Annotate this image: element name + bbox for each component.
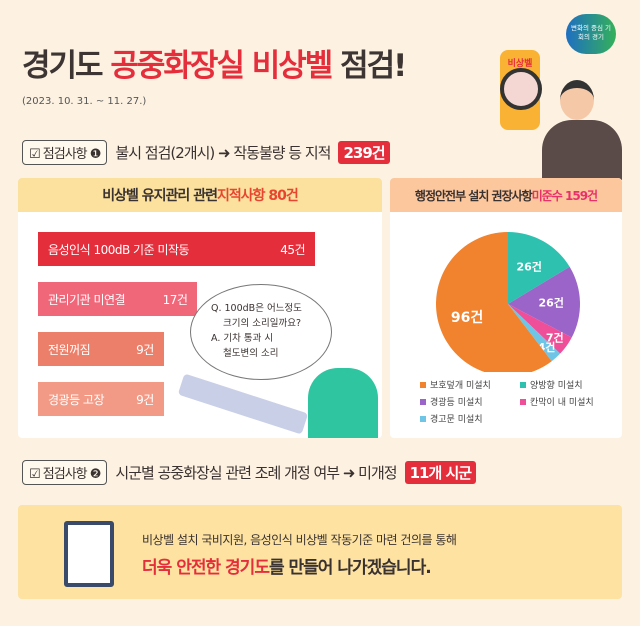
- date-range: (2023. 10. 31. ~ 11. 27.): [22, 96, 147, 107]
- pie-slice: [508, 266, 580, 338]
- section1-row: ☑ 점검사항 ❶ 불시 점검(2개시) ➜ 작동불량 등 지적 239건: [22, 140, 390, 165]
- pie-label: 26건: [538, 296, 563, 310]
- bubble-question-line1: Q. 100dB은 어느정도: [211, 303, 302, 314]
- pie-label: 7건: [546, 331, 564, 345]
- legend-swatch: [420, 381, 426, 388]
- legend-label: 칸막이 내 미설치: [530, 398, 594, 408]
- bar: 경광등 고장 9건: [38, 382, 164, 416]
- pie-panel: 행정안전부 설치 권장사항 미준수 159건 26건 26건 7건 4건 96건 보호덮…: [390, 178, 622, 438]
- conclusion-line1: 비상벨 설치 국비지원, 음성인식 비상벨 작동기준 마련 건의를 통해: [142, 533, 457, 547]
- section2-tag: ☑ 점검사항 ❷: [22, 460, 108, 485]
- clipboard-icon: [64, 521, 114, 587]
- inspector-head: [560, 80, 594, 120]
- section1-tag: ☑ 점검사항 ❶: [22, 140, 108, 165]
- legend-item: 경광등 미설치: [420, 395, 520, 408]
- bar-value: 45건: [280, 242, 305, 257]
- bar: 관리기관 미연결 17건: [38, 282, 198, 316]
- bubble-answer-line1: A. 기차 통과 시: [211, 333, 274, 344]
- legend-label: 경고문 미설치: [430, 415, 483, 425]
- legend-item: 보호덮개 미설치: [420, 378, 520, 391]
- legend-item: 경고문 미설치: [420, 412, 520, 425]
- woman-illustration: [308, 368, 378, 438]
- pie-slice: [508, 304, 561, 362]
- section2-badge: 11개 시군: [404, 461, 477, 484]
- logo: 변화의 중심 기회의 경기: [566, 14, 616, 54]
- legend-swatch: [520, 381, 526, 388]
- inspector-illustration: 비상벨: [500, 40, 630, 180]
- inspector-body: [542, 120, 622, 180]
- legend-swatch: [420, 415, 426, 422]
- bubble-question-line2: 크기의 소리일까요?: [223, 318, 301, 329]
- bar: 음성인식 100dB 기준 미작동 45건: [38, 232, 315, 266]
- section1-badge: 239건: [338, 141, 390, 164]
- bar-panel-title: 비상벨 유지관리 관련 지적사항 80건: [18, 178, 382, 212]
- page-title: 경기도 공중화장실 비상벨 점검!: [22, 48, 407, 84]
- bubble-answer-line2: 철도변의 소리: [223, 348, 279, 359]
- legend-swatch: [420, 398, 426, 405]
- legend-label: 보호덮개 미설치: [430, 381, 491, 391]
- pie-slice: [436, 232, 552, 372]
- bar-label: 음성인식 100dB 기준 미작동: [48, 242, 190, 257]
- bar-value: 17건: [162, 292, 188, 307]
- magnifier-icon: [500, 68, 542, 110]
- pie-label: 26건: [517, 259, 542, 273]
- pie-label: 96건: [451, 309, 483, 326]
- conclusion-panel: 비상벨 설치 국비지원, 음성인식 비상벨 작동기준 마련 건의를 통해 더욱 …: [18, 505, 622, 599]
- legend-item: 양방향 미설치: [520, 378, 620, 391]
- bar-label: 경광등 고장: [48, 392, 105, 407]
- bar-label: 관리기관 미연결: [48, 292, 126, 307]
- legend-swatch: [520, 398, 526, 405]
- section1-text: 불시 점검(2개시) ➜ 작동불량 등 지적: [115, 144, 331, 162]
- conclusion-line2: 더욱 안전한 경기도를 만들어 나가겠습니다.: [142, 558, 432, 578]
- legend-item: 칸막이 내 미설치: [520, 395, 620, 408]
- pie-panel-title: 행정안전부 설치 권장사항 미준수 159건: [390, 178, 622, 212]
- pie-slice: [508, 304, 572, 354]
- speech-bubble: Q. 100dB은 어느정도 크기의 소리일까요? A. 기차 통과 시 철도변…: [190, 284, 332, 380]
- bar: 전원꺼짐 9건: [38, 332, 164, 366]
- section2-text: 시군별 공중화장실 관련 조례 개정 여부 ➜ 미개정: [115, 464, 397, 482]
- bar-panel: 비상벨 유지관리 관련 지적사항 80건 음성인식 100dB 기준 미작동 45…: [18, 178, 382, 438]
- bar-label: 전원꺼짐: [48, 342, 91, 357]
- legend-label: 양방향 미설치: [530, 381, 583, 391]
- legend-label: 경광등 미설치: [430, 398, 483, 408]
- pie-slice: [508, 232, 570, 304]
- section2-row: ☑ 점검사항 ❷ 시군별 공중화장실 관련 조례 개정 여부 ➜ 미개정 11개…: [22, 460, 477, 485]
- train-illustration: [177, 373, 309, 435]
- bar-value: 9건: [136, 392, 154, 407]
- bar-value: 9건: [136, 342, 154, 357]
